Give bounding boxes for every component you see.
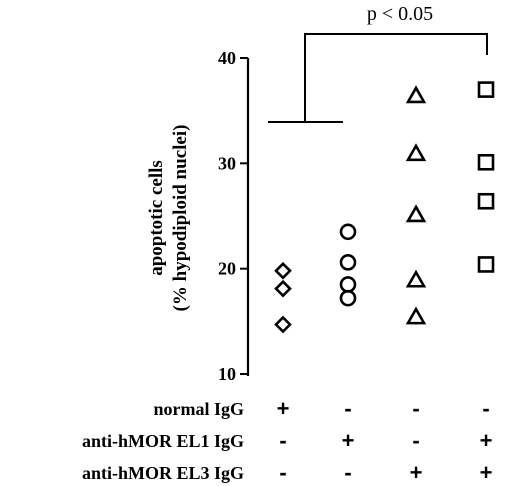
- condition-label: normal IgG: [153, 399, 244, 419]
- condition-label: anti-hMOR EL1 IgG: [82, 431, 244, 451]
- condition-label: anti-hMOR EL3 IgG: [82, 463, 244, 483]
- condition-sign: -: [279, 428, 286, 453]
- data-point-square: [477, 192, 495, 210]
- data-point-diamond: [274, 261, 292, 280]
- y-axis-label-line2: (% hypodiploid nuclei): [170, 125, 191, 312]
- condition-sign: -: [344, 396, 351, 421]
- data-point-circle: [339, 254, 357, 271]
- condition-sign: -: [412, 396, 419, 421]
- data-point-diamond: [274, 279, 292, 298]
- y-tick-label: 30: [218, 153, 236, 173]
- significance-bracket: [268, 33, 488, 123]
- data-point-triangle: [405, 143, 427, 162]
- data-point-square: [477, 256, 495, 273]
- data-point-triangle: [405, 306, 427, 325]
- condition-sign: -: [279, 460, 286, 485]
- significance-label: p < 0.05: [367, 3, 433, 25]
- data-point-triangle: [405, 85, 427, 104]
- condition-sign: +: [342, 428, 355, 453]
- data-point-triangle: [405, 269, 427, 288]
- data-point-circle: [339, 276, 357, 293]
- condition-sign: +: [480, 460, 493, 485]
- y-axis-label-line1: apoptotic cells: [146, 160, 167, 276]
- data-point-circle: [339, 223, 357, 241]
- condition-sign: +: [277, 396, 290, 421]
- condition-sign: +: [410, 460, 423, 485]
- condition-sign: -: [482, 396, 489, 421]
- data-point-triangle: [405, 204, 427, 223]
- y-tick-label: 40: [218, 48, 236, 68]
- data-point-square: [477, 153, 495, 171]
- y-tick-label: 20: [218, 259, 236, 279]
- condition-sign: +: [480, 428, 493, 453]
- data-point-circle: [339, 289, 357, 307]
- data-point-diamond: [274, 315, 292, 334]
- condition-sign: -: [344, 460, 351, 485]
- data-point-square: [477, 81, 495, 98]
- y-tick-label: 10: [218, 364, 236, 384]
- condition-sign: -: [412, 428, 419, 453]
